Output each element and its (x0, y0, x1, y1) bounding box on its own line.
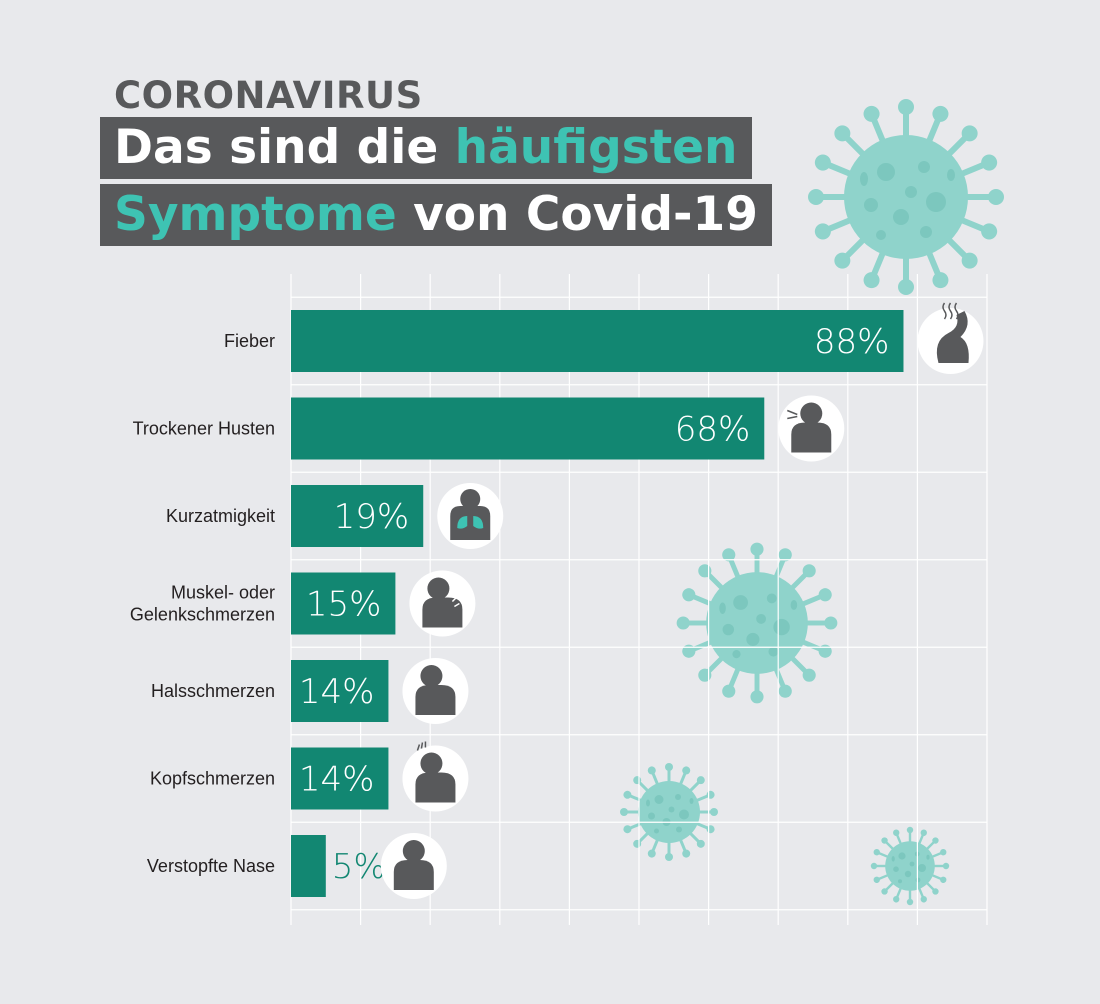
value-label: 5% (332, 847, 386, 887)
torso (791, 422, 832, 453)
value-label: 88% (814, 322, 890, 362)
lungs (457, 516, 484, 529)
virus-decoration-4 (855, 811, 966, 922)
pain-lines (451, 596, 460, 608)
category-label-line: Gelenkschmerzen (130, 605, 275, 625)
virus-decoration-3 (600, 743, 739, 882)
bars-group: Fieber 88% Trockener Husten 68% Kurzatmigkei… (130, 302, 984, 899)
value-label: 15% (306, 585, 382, 625)
headline-accent-2: Symptome (114, 187, 397, 242)
fever-shape (936, 311, 969, 363)
category-label: Muskel- oder Gelenkschmerzen (130, 583, 275, 625)
bar (291, 397, 765, 460)
torso (393, 860, 434, 890)
category-label-line: Verstopfte Nase (147, 856, 275, 876)
category-label-line: Trockener Husten (133, 419, 275, 439)
head (460, 489, 481, 509)
value-label: 68% (675, 410, 751, 450)
joint-pain-icon (409, 570, 476, 637)
value-label: 19% (334, 497, 410, 537)
bar (291, 660, 389, 722)
cough-lines (787, 409, 798, 420)
category-label: Kurzatmigkeit (166, 506, 275, 526)
category-label-line: Muskel- oder (171, 583, 275, 603)
pain-lines (416, 741, 427, 751)
bar (291, 572, 396, 635)
headline-plain-2: von Covid-19 (396, 187, 758, 242)
head (420, 665, 443, 687)
head (427, 577, 450, 600)
heat-wave (954, 302, 959, 320)
category-label-line: Kurzatmigkeit (166, 506, 275, 526)
category-label: Kopfschmerzen (150, 769, 275, 789)
value-label: 14% (299, 672, 375, 712)
headline-line-1: Das sind die häufigsten (100, 117, 752, 179)
lungs-icon (437, 483, 504, 549)
bar (291, 835, 326, 897)
category-label-line: Kopfschmerzen (150, 769, 275, 789)
category-label-line: Fieber (224, 331, 275, 351)
virus-decoration-2 (643, 509, 870, 736)
fever-icon (917, 302, 984, 374)
torso (422, 597, 463, 628)
bar (291, 485, 424, 547)
bar (291, 310, 904, 372)
grid (290, 274, 988, 925)
headline-plain-1: Das sind die (114, 120, 455, 175)
chart-kicker: CORONAVIRUS (114, 74, 423, 117)
category-label: Trockener Husten (133, 419, 275, 439)
torso (415, 685, 456, 715)
bar-row: Trockener Husten 68% (133, 395, 845, 462)
head (420, 752, 443, 775)
category-label: Verstopfte Nase (147, 856, 275, 876)
stuffy-nose-icon (380, 833, 447, 899)
bar-row: Fieber 88% (224, 302, 984, 374)
cough-icon (778, 395, 845, 462)
bar-row: Halsschmerzen 14% (151, 658, 469, 724)
bar (291, 747, 389, 810)
category-label-line: Halsschmerzen (151, 681, 275, 701)
headline-accent-1: häufigsten (454, 120, 738, 175)
bar-row: Verstopfte Nase 5% (147, 833, 447, 899)
bar-row: Muskel- oder Gelenkschmerzen 15% (130, 570, 476, 637)
sore-throat-icon (402, 658, 469, 724)
head (402, 840, 425, 862)
torso (415, 772, 456, 803)
torso (450, 506, 491, 540)
headline-line-2: Symptome von Covid-19 (100, 184, 772, 246)
headache-icon (402, 741, 469, 812)
virus-decoration-1 (767, 58, 1044, 335)
value-label: 14% (299, 760, 375, 800)
heat-wave (942, 302, 947, 320)
bar-row: Kurzatmigkeit 19% (166, 483, 504, 549)
category-label: Halsschmerzen (151, 681, 275, 701)
bar-row: Kopfschmerzen 14% (150, 741, 469, 812)
head (800, 402, 823, 425)
category-label: Fieber (224, 331, 275, 351)
heat-wave (948, 302, 953, 320)
